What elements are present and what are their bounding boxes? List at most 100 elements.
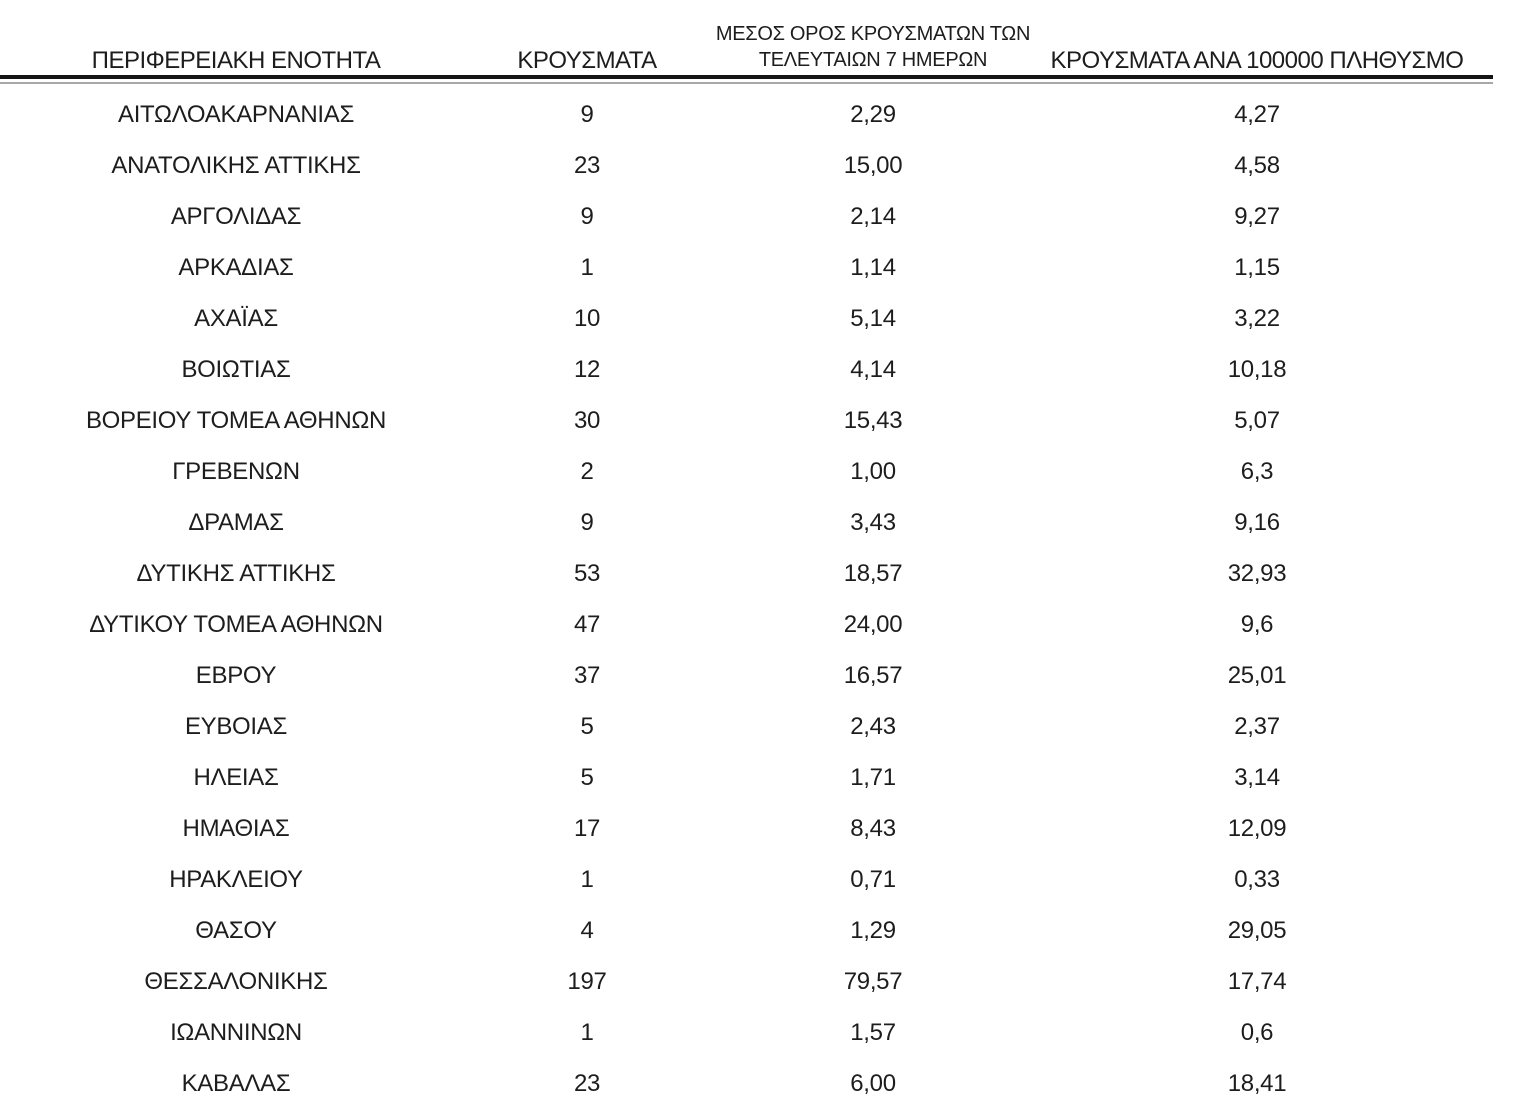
avg-7day-cell: 5,14 xyxy=(850,304,896,332)
per-100k-cell: 0,6 xyxy=(1240,1018,1274,1046)
region-cell: ΔΡΑΜΑΣ xyxy=(188,508,284,536)
column-header-cases: ΚΡΟΥΣΜΑΤΑ xyxy=(517,46,657,74)
avg-7day-cell: 79,57 xyxy=(843,967,903,995)
avg-7day-cell: 0,71 xyxy=(850,865,896,893)
table-row: ΔΥΤΙΚΗΣ ΑΤΤΙΚΗΣ 53 18,57 32,93 xyxy=(0,548,1493,599)
region-cell: ΒΟΙΩΤΙΑΣ xyxy=(181,355,291,383)
table-row: ΗΡΑΚΛΕΙΟΥ 1 0,71 0,33 xyxy=(0,854,1493,905)
header-rule-thin xyxy=(0,82,1493,84)
cases-cell: 12 xyxy=(573,355,601,383)
region-cell: ΑΧΑΪΑΣ xyxy=(194,304,278,332)
region-cell: ΑΙΤΩΛΟΑΚΑΡΝΑΝΙΑΣ xyxy=(117,100,355,128)
cases-cell: 197 xyxy=(567,967,607,995)
header-rule-thick xyxy=(0,75,1493,79)
region-cell: ΘΑΣΟΥ xyxy=(195,916,277,944)
per-100k-cell: 4,27 xyxy=(1234,100,1280,128)
column-header-avg-7day-line2: ΤΕΛΕΥΤΑΙΩΝ 7 ΗΜΕΡΩΝ xyxy=(758,49,988,71)
per-100k-cell: 5,07 xyxy=(1234,406,1280,434)
cases-cell: 5 xyxy=(580,712,594,740)
cases-cell: 9 xyxy=(580,202,594,230)
column-header-avg-7day: ΜΕΣΟΣ ΟΡΟΣ ΚΡΟΥΣΜΑΤΩΝ ΤΩΝ ΤΕΛΕΥΤΑΙΩΝ 7 Η… xyxy=(702,21,1044,73)
per-100k-cell: 25,01 xyxy=(1227,661,1287,689)
column-header-avg-7day-line1: ΜΕΣΟΣ ΟΡΟΣ ΚΡΟΥΣΜΑΤΩΝ ΤΩΝ xyxy=(715,23,1031,45)
table-row: ΑΙΤΩΛΟΑΚΑΡΝΑΝΙΑΣ 9 2,29 4,27 xyxy=(0,89,1493,140)
per-100k-cell: 9,6 xyxy=(1240,610,1274,638)
cases-cell: 37 xyxy=(573,661,601,689)
avg-7day-cell: 1,71 xyxy=(850,763,896,791)
per-100k-cell: 9,16 xyxy=(1234,508,1280,536)
avg-7day-cell: 1,57 xyxy=(850,1018,896,1046)
cases-cell: 2 xyxy=(580,457,594,485)
region-cell: ΔΥΤΙΚΟΥ ΤΟΜΕΑ ΑΘΗΝΩΝ xyxy=(89,610,383,638)
per-100k-cell: 0,33 xyxy=(1234,865,1280,893)
cases-cell: 5 xyxy=(580,763,594,791)
region-cell: ΑΡΓΟΛΙΔΑΣ xyxy=(170,202,302,230)
cases-cell: 53 xyxy=(573,559,601,587)
cases-cell: 1 xyxy=(580,253,594,281)
cases-cell: 23 xyxy=(573,151,601,179)
cases-table: ΠΕΡΙΦΕΡΕΙΑΚΗ ΕΝΟΤΗΤΑ ΚΡΟΥΣΜΑΤΑ ΜΕΣΟΣ ΟΡΟ… xyxy=(0,21,1493,1109)
avg-7day-cell: 8,43 xyxy=(850,814,896,842)
avg-7day-cell: 1,29 xyxy=(850,916,896,944)
per-100k-cell: 6,3 xyxy=(1240,457,1274,485)
avg-7day-cell: 2,29 xyxy=(850,100,896,128)
per-100k-cell: 9,27 xyxy=(1234,202,1280,230)
avg-7day-cell: 24,00 xyxy=(843,610,903,638)
cases-cell: 10 xyxy=(573,304,601,332)
per-100k-cell: 18,41 xyxy=(1227,1069,1287,1097)
avg-7day-cell: 1,14 xyxy=(850,253,896,281)
cases-cell: 17 xyxy=(573,814,601,842)
table-row: ΕΒΡΟΥ 37 16,57 25,01 xyxy=(0,650,1493,701)
table-row: ΑΝΑΤΟΛΙΚΗΣ ΑΤΤΙΚΗΣ 23 15,00 4,58 xyxy=(0,140,1493,191)
table-row: ΓΡΕΒΕΝΩΝ 2 1,00 6,3 xyxy=(0,446,1493,497)
per-100k-cell: 4,58 xyxy=(1234,151,1280,179)
cases-cell: 23 xyxy=(573,1069,601,1097)
region-cell: ΑΡΚΑΔΙΑΣ xyxy=(178,253,294,281)
region-cell: ΓΡΕΒΕΝΩΝ xyxy=(172,457,300,485)
region-cell: ΗΛΕΙΑΣ xyxy=(193,763,279,791)
table-row: ΑΡΚΑΔΙΑΣ 1 1,14 1,15 xyxy=(0,242,1493,293)
table-row: ΗΜΑΘΙΑΣ 17 8,43 12,09 xyxy=(0,803,1493,854)
table-row: ΚΑΒΑΛΑΣ 23 6,00 18,41 xyxy=(0,1058,1493,1109)
region-cell: ΕΒΡΟΥ xyxy=(195,661,277,689)
region-cell: ΗΡΑΚΛΕΙΟΥ xyxy=(169,865,303,893)
per-100k-cell: 3,14 xyxy=(1234,763,1280,791)
table-row: ΗΛΕΙΑΣ 5 1,71 3,14 xyxy=(0,752,1493,803)
region-cell: ΚΑΒΑΛΑΣ xyxy=(181,1069,291,1097)
avg-7day-cell: 18,57 xyxy=(843,559,903,587)
per-100k-cell: 1,15 xyxy=(1234,253,1280,281)
avg-7day-cell: 6,00 xyxy=(850,1069,896,1097)
per-100k-cell: 2,37 xyxy=(1234,712,1280,740)
column-header-per-100k: ΚΡΟΥΣΜΑΤΑ ΑΝΑ 100000 ΠΛΗΘΥΣΜΟ xyxy=(1050,46,1464,74)
table-body: ΑΙΤΩΛΟΑΚΑΡΝΑΝΙΑΣ 9 2,29 4,27 ΑΝΑΤΟΛΙΚΗΣ … xyxy=(0,84,1493,1109)
region-cell: ΗΜΑΘΙΑΣ xyxy=(182,814,290,842)
region-cell: ΘΕΣΣΑΛΟΝΙΚΗΣ xyxy=(144,967,328,995)
avg-7day-cell: 1,00 xyxy=(850,457,896,485)
table-row: ΔΡΑΜΑΣ 9 3,43 9,16 xyxy=(0,497,1493,548)
avg-7day-cell: 15,43 xyxy=(843,406,903,434)
per-100k-cell: 3,22 xyxy=(1234,304,1280,332)
per-100k-cell: 10,18 xyxy=(1227,355,1287,383)
region-cell: ΕΥΒΟΙΑΣ xyxy=(184,712,288,740)
avg-7day-cell: 2,43 xyxy=(850,712,896,740)
table-row: ΘΕΣΣΑΛΟΝΙΚΗΣ 197 79,57 17,74 xyxy=(0,956,1493,1007)
region-cell: ΔΥΤΙΚΗΣ ΑΤΤΙΚΗΣ xyxy=(136,559,336,587)
cases-cell: 1 xyxy=(580,865,594,893)
region-cell: ΙΩΑΝΝΙΝΩΝ xyxy=(170,1018,302,1046)
cases-cell: 9 xyxy=(580,100,594,128)
cases-cell: 30 xyxy=(573,406,601,434)
per-100k-cell: 17,74 xyxy=(1227,967,1287,995)
cases-cell: 4 xyxy=(580,916,594,944)
table-row: ΕΥΒΟΙΑΣ 5 2,43 2,37 xyxy=(0,701,1493,752)
table-row: ΑΧΑΪΑΣ 10 5,14 3,22 xyxy=(0,293,1493,344)
per-100k-cell: 29,05 xyxy=(1227,916,1287,944)
per-100k-cell: 12,09 xyxy=(1227,814,1287,842)
column-header-region: ΠΕΡΙΦΕΡΕΙΑΚΗ ΕΝΟΤΗΤΑ xyxy=(91,46,381,74)
table-row: ΒΟΡΕΙΟΥ ΤΟΜΕΑ ΑΘΗΝΩΝ 30 15,43 5,07 xyxy=(0,395,1493,446)
table-row: ΑΡΓΟΛΙΔΑΣ 9 2,14 9,27 xyxy=(0,191,1493,242)
table-row: ΔΥΤΙΚΟΥ ΤΟΜΕΑ ΑΘΗΝΩΝ 47 24,00 9,6 xyxy=(0,599,1493,650)
avg-7day-cell: 16,57 xyxy=(843,661,903,689)
avg-7day-cell: 15,00 xyxy=(843,151,903,179)
table-row: ΒΟΙΩΤΙΑΣ 12 4,14 10,18 xyxy=(0,344,1493,395)
